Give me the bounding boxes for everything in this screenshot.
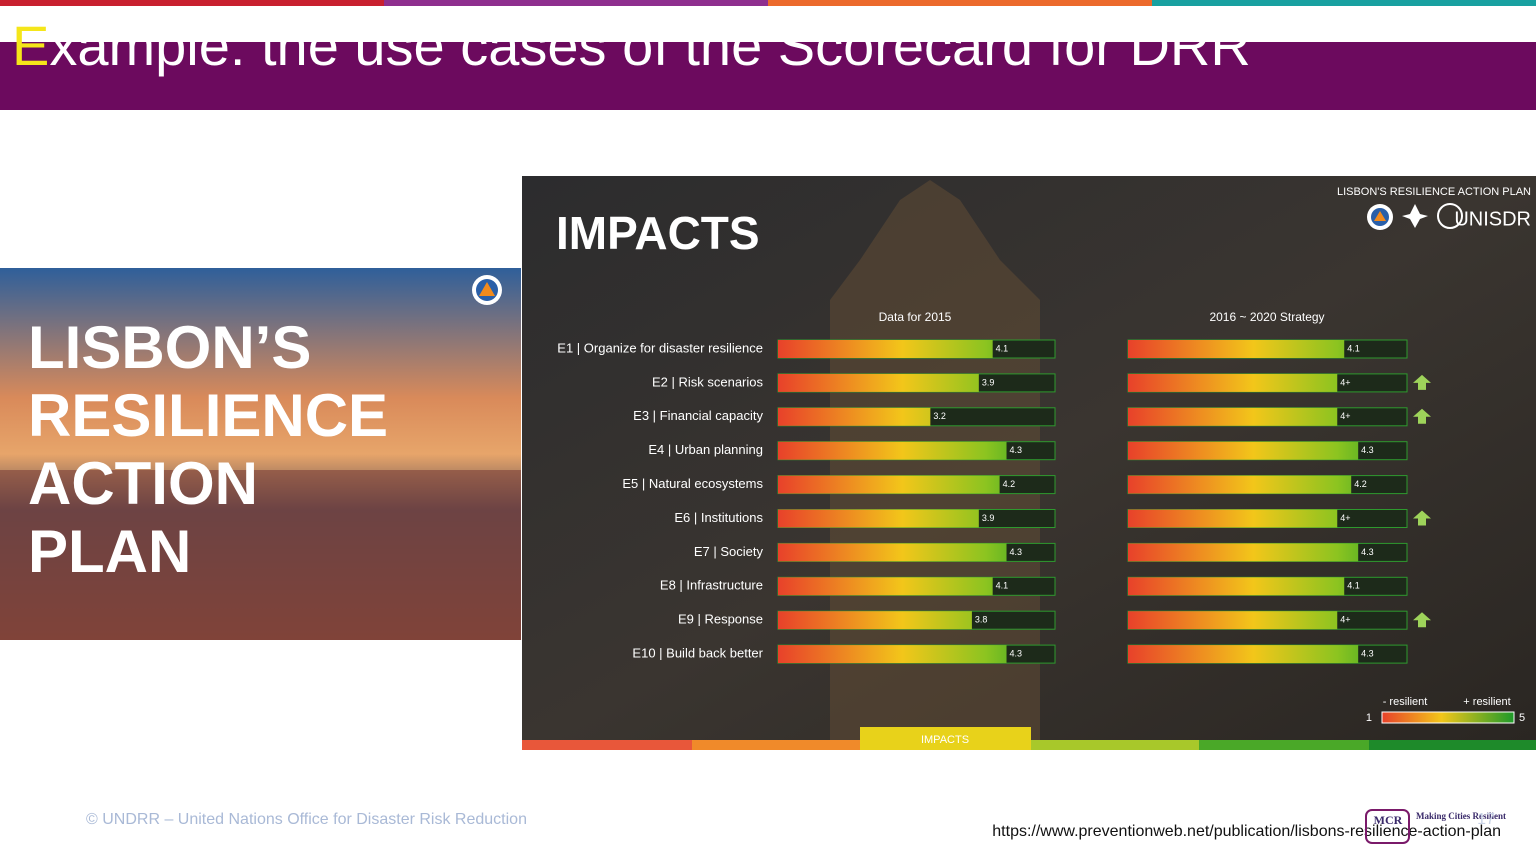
nav-tab[interactable] <box>860 727 1031 750</box>
cover-title-line: LISBON’S <box>28 314 311 381</box>
bar <box>1128 373 1338 392</box>
stripe <box>1152 0 1536 6</box>
bar <box>1128 441 1359 460</box>
nav-segment <box>1199 740 1369 750</box>
brand: LISBON'S RESILIENCE ACTION PLAN <box>1337 186 1531 198</box>
row-label: E6 | Institutions <box>674 510 763 525</box>
row-label: E2 | Risk scenarios <box>652 374 764 389</box>
bar-value-label: 4.3 <box>1010 445 1023 455</box>
logo <box>1402 204 1428 228</box>
bar-value-label: 4.2 <box>1354 479 1367 489</box>
stripe <box>768 0 1152 6</box>
bar-value-label: 4.1 <box>1347 343 1360 353</box>
mcr-logo-text: MCR <box>1374 813 1403 827</box>
bar-value-label: 4.3 <box>1361 547 1374 557</box>
row-label: E7 | Society <box>694 544 764 559</box>
bar <box>778 407 931 426</box>
bar-value-label: 4.1 <box>1347 581 1360 591</box>
impact-rows: E1 | Organize for disaster resilience 4.1… <box>557 339 1431 664</box>
bar-value-label: 4.2 <box>1003 479 1016 489</box>
bar <box>778 340 993 358</box>
nav-tab-label[interactable]: IMPACTS <box>921 734 969 746</box>
nav-segment <box>522 740 692 750</box>
up-arrow <box>1413 612 1431 628</box>
nav-segment <box>1369 740 1536 750</box>
bar <box>778 645 1007 664</box>
bar-value-label: 3.8 <box>975 615 988 625</box>
cover-title-line: RESILIENCE <box>28 382 388 449</box>
slide-title: Example: the use cases of the Scorecard … <box>12 14 1251 77</box>
column-header: 2016 ~ 2020 Strategy <box>1209 310 1324 324</box>
nav-segment <box>1031 740 1199 750</box>
mcr-logo <box>1365 809 1410 844</box>
bar-value-label: 4.3 <box>1361 648 1374 658</box>
copyright: © UNDRR – United Nations Office for Disa… <box>86 811 527 828</box>
bar-value-label: 4.1 <box>996 581 1009 591</box>
bar-value-label: 4+ <box>1340 513 1350 523</box>
impacts-title: IMPACTS <box>556 207 760 259</box>
title-initial: E <box>12 14 49 77</box>
stripe <box>0 0 384 6</box>
bar-value-label: 4+ <box>1340 377 1350 387</box>
bar <box>1128 475 1352 494</box>
legend-scale <box>1381 711 1515 724</box>
row-label: E1 | Organize for disaster resilience <box>557 340 763 355</box>
bar <box>778 373 979 392</box>
bar <box>1128 340 1345 358</box>
city-shade <box>0 470 521 640</box>
bar <box>1128 577 1345 596</box>
row-label: E9 | Response <box>678 612 763 627</box>
legend-high: + resilient <box>1463 696 1510 708</box>
cover-title-line: ACTION <box>28 450 258 517</box>
bar <box>778 577 993 596</box>
row-label: E5 | Natural ecosystems <box>622 476 763 491</box>
up-arrow <box>1413 510 1431 526</box>
bar-value-label: 4.3 <box>1361 445 1374 455</box>
bar <box>1128 407 1338 426</box>
bar <box>1128 543 1359 562</box>
logo <box>1437 203 1463 229</box>
legend-low: - resilient <box>1383 696 1428 708</box>
source-url[interactable]: https://www.preventionweb.net/publicatio… <box>992 823 1501 840</box>
page-number: 17 <box>1477 811 1495 828</box>
bar <box>1128 611 1338 630</box>
row-label: E10 | Build back better <box>632 646 763 661</box>
cover-title-line: PLAN <box>28 518 191 585</box>
bar <box>778 441 1007 460</box>
bar <box>778 475 1000 494</box>
bar-value-label: 4.3 <box>1010 547 1023 557</box>
bar-value-label: 4+ <box>1340 615 1350 625</box>
bar-value-label: 4.1 <box>996 343 1009 353</box>
up-arrow <box>1413 374 1431 390</box>
bar <box>778 611 972 630</box>
logo <box>1374 211 1386 221</box>
title-banner <box>0 42 1536 110</box>
column-header: Data for 2015 <box>879 310 952 324</box>
row-label: E3 | Financial capacity <box>633 408 763 423</box>
row-label: E4 | Urban planning <box>648 442 763 457</box>
nav-segment <box>692 740 860 750</box>
bar <box>1128 509 1338 528</box>
bar-value-label: 3.2 <box>933 411 946 421</box>
title-rest: xample: the use cases of the Scorecard f… <box>49 14 1250 77</box>
bar-value-label: 3.9 <box>982 377 995 387</box>
bar-value-label: 3.9 <box>982 513 995 523</box>
legend-max: 5 <box>1519 712 1525 724</box>
logo <box>479 282 495 296</box>
org: UNISDR <box>1454 208 1531 230</box>
up-arrow <box>1413 408 1431 424</box>
bar-value-label: 4+ <box>1340 411 1350 421</box>
bar-value-label: 4.3 <box>1010 648 1023 658</box>
bar <box>1128 645 1359 664</box>
stripe <box>384 0 768 6</box>
bar <box>778 543 1007 562</box>
row-label: E8 | Infrastructure <box>660 578 763 593</box>
legend-min: 1 <box>1366 712 1372 724</box>
mcr-tagline: Making Cities Resilient <box>1416 811 1506 821</box>
bar <box>778 509 979 528</box>
